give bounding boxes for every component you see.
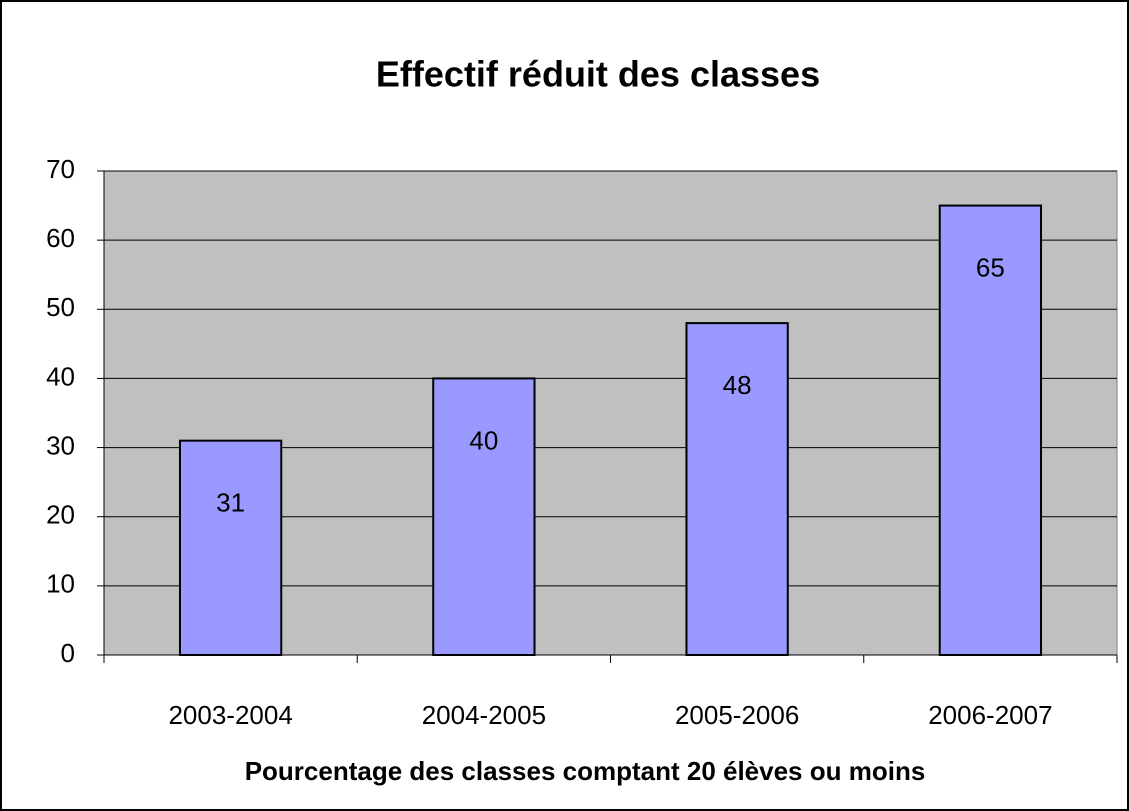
y-tick-label: 10	[46, 569, 75, 599]
y-tick-label: 60	[46, 223, 75, 253]
x-tick-label: 2006-2007	[928, 700, 1052, 730]
chart-title: Effectif réduit des classes	[376, 54, 820, 95]
x-tick-label: 2003-2004	[168, 700, 292, 730]
y-tick-label: 70	[46, 154, 75, 184]
bar	[178, 439, 283, 656]
x-tick-label: 2004-2005	[422, 700, 546, 730]
y-tick-label: 0	[61, 638, 75, 668]
y-tick-label: 50	[46, 292, 75, 322]
data-label: 65	[976, 252, 1005, 282]
bar	[685, 322, 789, 656]
data-label: 40	[469, 425, 498, 455]
bar	[938, 204, 1043, 656]
y-tick-label: 40	[46, 361, 75, 391]
x-axis-title: Pourcentage des classes comptant 20 élèv…	[245, 756, 926, 786]
bar	[432, 377, 536, 656]
y-tick-label: 20	[46, 500, 75, 530]
data-label: 31	[216, 488, 245, 518]
y-tick-label: 30	[46, 430, 75, 460]
data-label: 48	[723, 370, 752, 400]
x-tick-label: 2005-2006	[675, 700, 799, 730]
